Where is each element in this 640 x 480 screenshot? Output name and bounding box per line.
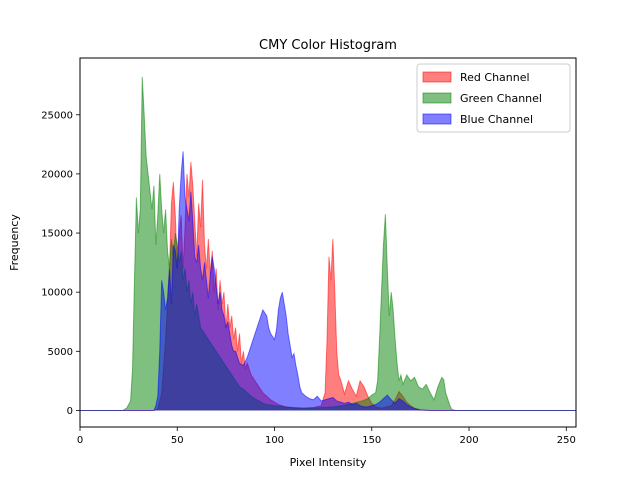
x-axis-label: Pixel Intensity [290,456,367,469]
legend-swatch [422,71,452,83]
series-blue-channel [80,151,576,411]
legend-swatch [422,113,452,125]
y-tick-label: 5000 [48,347,73,358]
x-tick-label: 0 [77,435,83,446]
legend-item: Blue Channel [422,113,533,126]
legend-label: Blue Channel [460,113,533,126]
x-tick-label: 50 [171,435,184,446]
y-tick-label: 0 [67,406,73,417]
y-axis: 0 5000 10000 15000 20000 25000 [41,110,80,417]
y-tick-label: 15000 [41,229,73,240]
plot-frame [79,57,577,428]
x-tick-label: 250 [557,435,576,446]
legend: Red Channel Green Channel Blue Channel [416,63,571,133]
series-line [80,151,576,411]
y-axis-label: Frequency [8,214,21,271]
legend-swatch [422,92,452,104]
series-area [80,151,576,411]
legend-box [416,63,571,133]
series-layer [80,76,576,411]
y-tick-label: 10000 [41,288,73,299]
x-tick-label: 200 [459,435,478,446]
x-tick-label: 150 [362,435,381,446]
chart-title: CMY Color Histogram [259,38,397,53]
y-tick-label: 25000 [41,110,73,121]
legend-label: Red Channel [460,71,530,84]
x-tick-label: 100 [265,435,284,446]
legend-item: Green Channel [422,92,542,105]
legend-label: Green Channel [460,92,542,105]
y-tick-label: 20000 [41,169,73,180]
legend-item: Red Channel [422,71,530,84]
x-axis: 0 50 100 150 200 250 [77,427,576,446]
